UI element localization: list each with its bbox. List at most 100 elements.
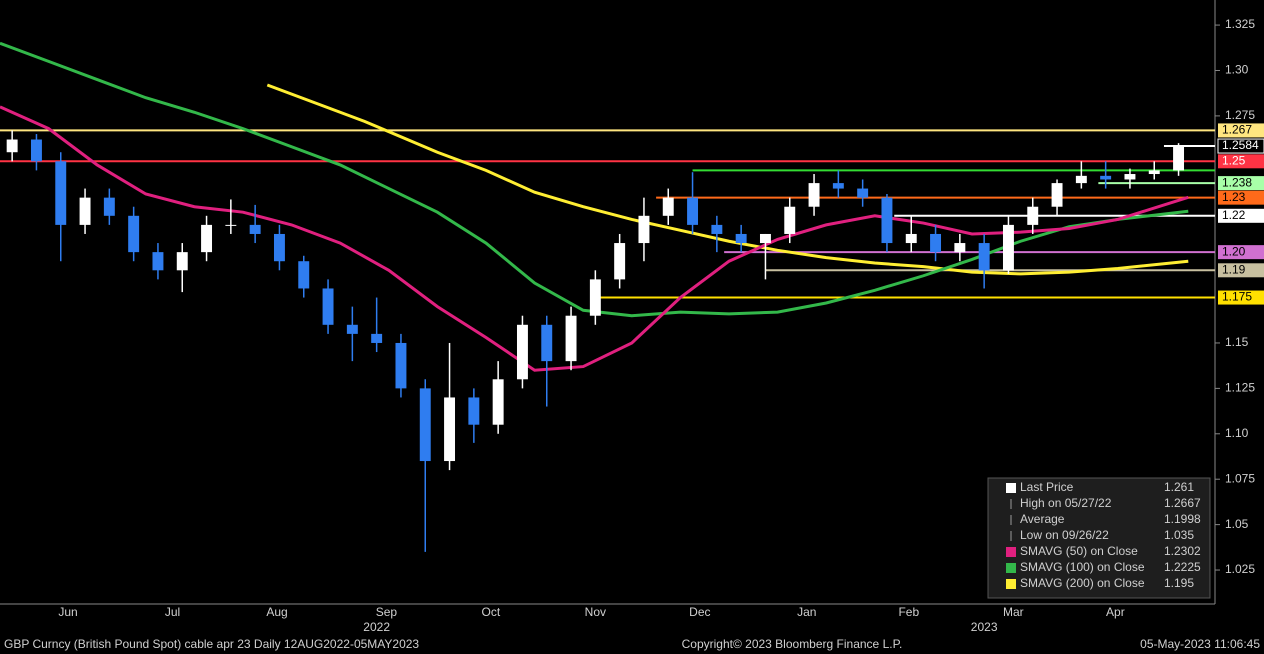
candle-body [541,324,553,362]
legend-label: SMAVG (100) on Close [1020,560,1145,574]
candle-body [176,252,188,271]
candle-body [735,233,747,244]
candle-body [759,233,771,244]
candle-body [249,224,261,234]
legend-value: 1.2302 [1164,544,1201,558]
legend-box [987,477,1211,599]
candle-body [322,288,334,325]
level-label: 1.22 [1222,208,1246,222]
x-tick-label: Jan [797,605,816,619]
candle-body [1124,174,1136,180]
level-label: 1.19 [1222,262,1246,276]
candle-body [298,261,310,289]
y-tick-label: 1.275 [1225,108,1255,122]
legend-value: 1.2667 [1164,496,1201,510]
legend-label: Last Price [1020,480,1074,494]
year-label: 2023 [971,620,998,634]
candle-body [346,324,358,334]
y-tick-label: 1.125 [1225,381,1255,395]
candle-body [565,315,577,362]
candle-body [905,233,917,244]
legend-label: Average [1020,512,1065,526]
candle-body [857,188,869,198]
candle-body [1148,170,1160,175]
level-label-box [1218,190,1264,205]
legend-label: SMAVG (200) on Close [1020,576,1145,590]
x-tick-label: Jul [165,605,180,619]
candle-body [444,397,456,462]
candle-body [711,224,723,234]
moving-average [0,105,1189,372]
level-label: 1.25 [1222,153,1246,167]
x-tick-label: Nov [585,605,606,619]
candle-body [468,397,480,425]
candle-body [589,279,601,316]
y-tick-label: 1.075 [1225,471,1255,485]
candle-body [55,161,67,225]
x-tick-label: Jun [58,605,77,619]
candle-body [152,252,164,271]
x-tick-label: Oct [482,605,501,619]
candle-body [30,139,42,162]
x-tick-label: Apr [1106,605,1125,619]
legend-label: Low on 09/26/22 [1020,528,1109,542]
legend-label: High on 05/27/22 [1020,496,1112,510]
candle-body [1002,224,1014,271]
level-label-box [1218,176,1264,191]
x-tick-label: Sep [376,605,398,619]
candle-body [1027,206,1039,225]
candle-body [832,183,844,189]
legend-value: 1.195 [1164,576,1194,590]
candle-body [103,197,115,216]
candle-body [371,333,383,343]
y-tick-label: 1.15 [1225,335,1249,349]
level-label-box [1218,263,1264,278]
footer-center: Copyright© 2023 Bloomberg Finance L.P. [682,637,903,651]
moving-average [0,41,1189,318]
footer-left: GBP Curncy (British Pound Spot) cable ap… [4,637,419,651]
level-label: 1.23 [1222,190,1246,204]
candle-body [6,139,18,153]
level-label: 1.175 [1222,290,1252,304]
candle-body [881,197,893,244]
level-label: 1.20 [1222,244,1246,258]
candle-body [638,215,650,244]
moving-average [266,83,1189,276]
candle-body [225,224,237,226]
level-label: 1.267 [1222,123,1252,137]
candle-body [1100,175,1112,180]
level-label: 1.238 [1222,175,1252,189]
candle-body [930,233,942,253]
candle-body [79,197,91,225]
candle-body [1075,175,1087,184]
candle-body [273,233,285,262]
level-label-box [1218,245,1264,260]
level-label: 1.2584 [1222,138,1259,152]
legend-value: 1.261 [1164,480,1194,494]
level-label-box [1218,208,1264,223]
x-tick-label: Feb [898,605,919,619]
candle-body [1051,183,1063,207]
candle-body [128,215,140,253]
level-label-box [1218,123,1264,138]
y-tick-label: 1.025 [1225,562,1255,576]
level-label-box [1217,138,1264,154]
legend-label: SMAVG (50) on Close [1020,544,1138,558]
footer-right: 05-May-2023 11:06:45 [1140,637,1260,651]
x-tick-label: Aug [266,605,287,619]
x-tick-label: Dec [689,605,710,619]
legend-swatch [1006,483,1016,493]
candle-body [395,342,407,389]
candle-body [978,243,990,271]
candle-body [516,324,528,380]
legend-value: 1.2225 [1164,560,1201,574]
level-label-box [1218,154,1264,169]
candle-body [614,243,626,280]
y-tick-label: 1.10 [1225,426,1249,440]
year-label: 2022 [363,620,390,634]
level-label-box [1218,290,1264,305]
candle-body [419,388,431,462]
legend-value: 1.1998 [1164,512,1201,526]
